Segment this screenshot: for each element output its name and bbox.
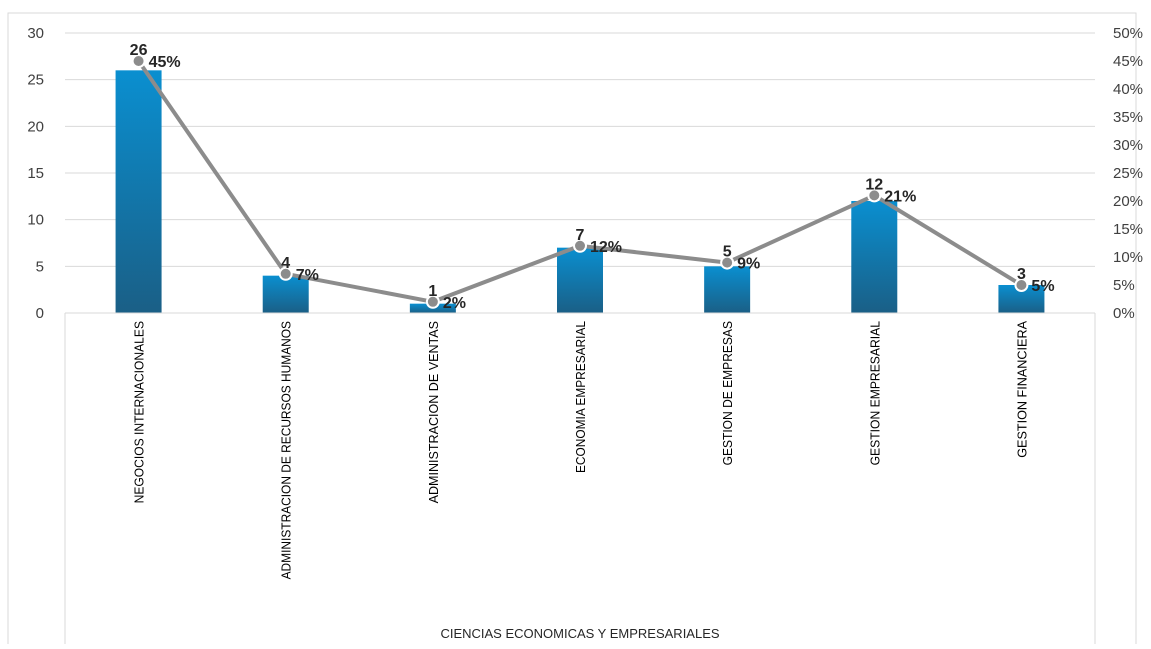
x-axis-title: CIENCIAS ECONOMICAS Y EMPRESARIALES [440,626,719,641]
category-label: NEGOCIOS INTERNACIONALES [132,321,147,504]
y2-tick-label: 40% [1113,81,1143,98]
bar-value-label: 4 [281,255,290,272]
y2-tick-label: 45% [1113,53,1143,70]
line-marker [720,255,735,270]
y-tick-label: 20 [27,118,44,135]
y-tick-label: 0 [36,305,44,322]
percent-value-label: 7% [296,267,319,284]
percent-value-label: 45% [149,54,181,71]
category-label: ECONOMIA EMPRESARIAL [573,321,588,473]
bar-value-label: 1 [428,283,437,300]
bar-series [115,70,1045,313]
y2-tick-label: 30% [1113,137,1143,154]
y-tick-label: 10 [27,212,44,229]
category-axis: NEGOCIOS INTERNACIONALES ADMINISTRACION D… [64,312,1096,644]
left-axis: 0 5 10 15 20 25 30 [27,25,44,322]
y2-tick-label: 15% [1113,221,1143,238]
chart-border [7,12,1137,649]
percent-value-label: 2% [443,295,466,312]
percent-value-label: 21% [884,188,916,205]
y2-tick-label: 35% [1113,109,1143,126]
grid-layer [65,32,1095,314]
bar-value-label: 12 [865,176,883,193]
y2-tick-label: 10% [1113,249,1143,266]
category-label: GESTION DE EMPRESAS [720,321,735,466]
bar [262,275,309,313]
bar-value-label: 5 [723,244,732,261]
bar [851,201,898,313]
bar-value-label: 3 [1017,266,1026,283]
data-labels: 26 4 1 7 5 12 3 45% 7% 2% 12% 9% 21% 5% [130,42,1055,312]
y2-tick-label: 0% [1113,305,1135,322]
line-marker [1014,278,1029,292]
bar [704,266,751,313]
y-tick-label: 15 [27,165,44,182]
line-marker [573,238,587,253]
y-tick-label: 25 [27,72,44,89]
category-label: GESTION FINANCIERA [1014,321,1029,458]
category-label: ADMINISTRACION DE VENTAS [426,321,441,504]
bar [115,70,162,313]
y2-tick-label: 5% [1113,277,1135,294]
line-marker [867,188,882,203]
bar-value-label: 26 [130,42,148,59]
y-tick-label: 5 [36,258,44,275]
percent-value-label: 9% [737,256,760,273]
bar-value-label: 7 [576,227,585,244]
right-axis: 0% 5% 10% 15% 20% 25% 30% 35% 40% 45% 50% [1113,25,1143,322]
percent-value-label: 12% [590,239,622,256]
line-marker [425,294,440,309]
category-label: ADMINISTRACION DE RECURSOS HUMANOS [279,321,294,580]
y2-tick-label: 20% [1113,193,1143,210]
line-series [131,54,1029,309]
percent-value-label: 5% [1031,278,1054,295]
line-marker [278,266,293,281]
category-label: GESTION EMPRESARIAL [867,321,882,465]
bar [557,247,603,313]
y-tick-label: 30 [27,25,44,42]
y2-tick-label: 50% [1113,25,1143,42]
y2-tick-label: 25% [1113,165,1143,182]
line-marker [131,54,146,68]
